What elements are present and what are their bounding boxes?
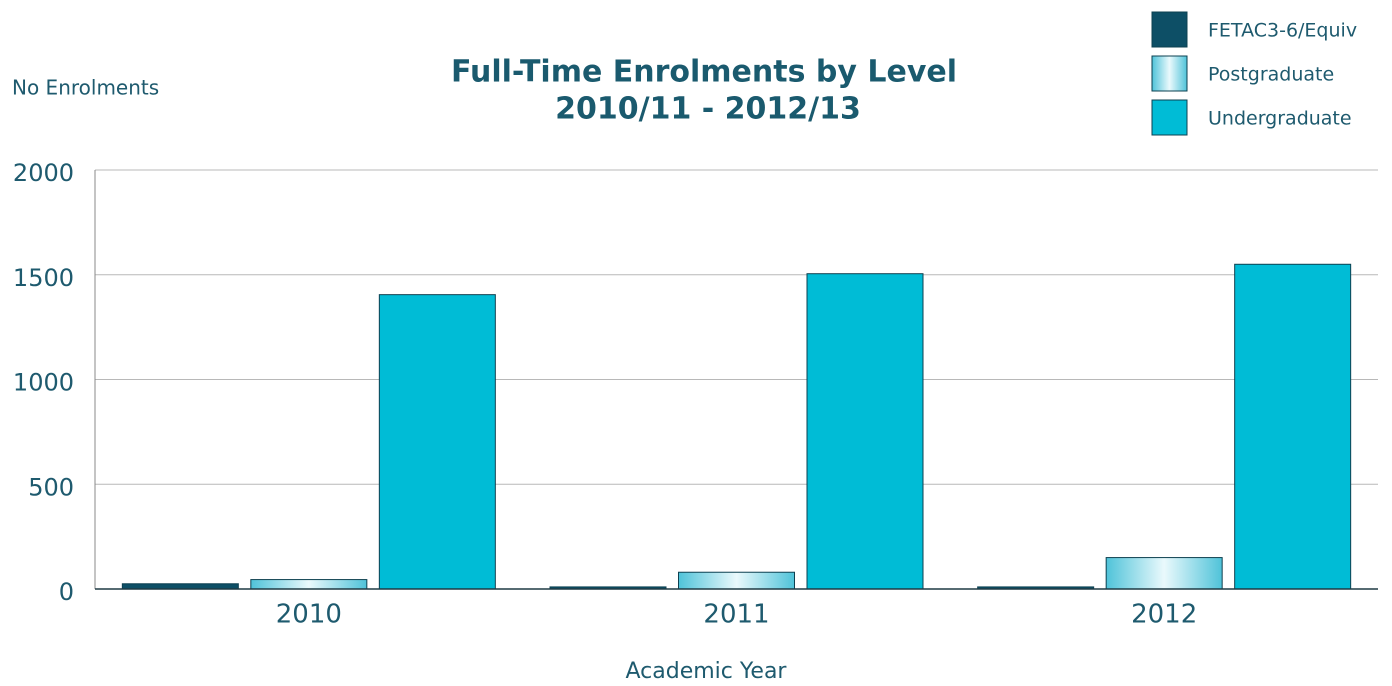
legend-label: Postgraduate (1208, 64, 1334, 86)
y-tick-label: 500 (28, 473, 74, 501)
x-axis-label: Academic Year (626, 659, 788, 684)
y-tick-label: 2000 (13, 159, 74, 187)
bar (678, 571, 795, 590)
chart-title: Full-Time Enrolments by Level (451, 55, 957, 90)
x-tick-label: 2010 (276, 600, 342, 630)
y-axis-label: No Enrolments (12, 76, 159, 100)
legend-label: Undergraduate (1208, 108, 1352, 130)
chart-subtitle: 2010/11 - 2012/13 (555, 92, 861, 127)
legend-swatch (1151, 11, 1188, 48)
bar (121, 583, 239, 590)
bar (378, 294, 496, 590)
x-tick-label: 2011 (703, 600, 769, 630)
bar (1234, 263, 1352, 590)
y-tick-label: 0 (59, 578, 74, 606)
bar (250, 579, 368, 590)
legend-label: FETAC3-6/Equiv (1208, 20, 1357, 42)
y-tick-label: 1000 (13, 369, 74, 397)
bar (806, 273, 924, 590)
legend-swatch (1151, 55, 1188, 92)
y-tick-label: 1500 (13, 264, 74, 292)
bar (1105, 557, 1223, 590)
legend-swatch (1151, 99, 1188, 136)
x-tick-label: 2012 (1131, 600, 1197, 630)
